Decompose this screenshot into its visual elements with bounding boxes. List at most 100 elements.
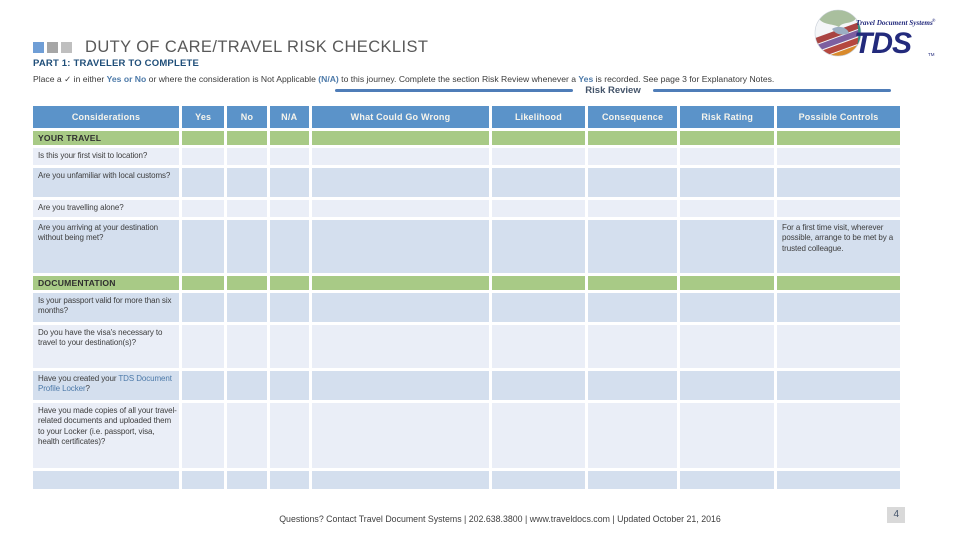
header-cell-risk-rating: Risk Rating: [680, 106, 775, 128]
what-could-go-wrong-cell[interactable]: [311, 148, 490, 165]
na-cell[interactable]: [269, 293, 309, 322]
table-row-first-visit: Is this your first visit to location?: [33, 148, 900, 165]
title-bullet-square-gray2: [61, 42, 72, 53]
na-cell[interactable]: [269, 148, 309, 165]
yes-cell[interactable]: [182, 471, 225, 489]
yes-cell[interactable]: [182, 168, 225, 197]
no-cell[interactable]: [227, 471, 267, 489]
likelihood-cell[interactable]: [492, 325, 585, 368]
yes-cell[interactable]: [182, 293, 225, 322]
na-cell[interactable]: [269, 471, 309, 489]
divider-line-right: [652, 89, 892, 92]
likelihood-cell[interactable]: [492, 293, 585, 322]
yes-cell[interactable]: [182, 325, 225, 368]
likelihood-cell[interactable]: [492, 168, 585, 197]
possible-controls-cell[interactable]: [777, 148, 900, 165]
no-cell[interactable]: [227, 168, 267, 197]
no-cell[interactable]: [227, 148, 267, 165]
what-could-go-wrong-cell[interactable]: [311, 371, 490, 400]
what-could-go-wrong-cell[interactable]: [311, 293, 490, 322]
risk-rating-cell[interactable]: [680, 371, 775, 400]
likelihood-cell[interactable]: [492, 403, 585, 468]
likelihood-cell[interactable]: [492, 471, 585, 489]
risk-rating-cell[interactable]: [680, 220, 775, 273]
header-cell-yes: Yes: [182, 106, 225, 128]
table-row-travelling-alone: Are you travelling alone?: [33, 200, 900, 217]
section-label: YOUR TRAVEL: [33, 131, 180, 145]
what-could-go-wrong-cell[interactable]: [311, 403, 490, 468]
possible-controls-cell[interactable]: [777, 325, 900, 368]
possible-controls-cell[interactable]: [777, 371, 900, 400]
consequence-cell[interactable]: [587, 168, 678, 197]
yes-cell[interactable]: [182, 220, 225, 273]
section-row-your-travel: YOUR TRAVEL: [33, 131, 900, 145]
risk-review-label: Risk Review: [585, 85, 641, 96]
na-cell[interactable]: [269, 371, 309, 400]
what-could-go-wrong-cell[interactable]: [311, 325, 490, 368]
consequence-cell[interactable]: [587, 293, 678, 322]
possible-controls-cell[interactable]: [777, 403, 900, 468]
consequence-cell[interactable]: [587, 148, 678, 165]
na-cell[interactable]: [269, 220, 309, 273]
what-could-go-wrong-cell[interactable]: [311, 220, 490, 273]
page-title: DUTY OF CARE/TRAVEL RISK CHECKLIST: [85, 38, 429, 56]
consequence-cell[interactable]: [587, 471, 678, 489]
yes-cell[interactable]: [182, 148, 225, 165]
consequence-cell[interactable]: [587, 371, 678, 400]
possible-controls-cell[interactable]: For a first time visit, wherever possibl…: [777, 220, 900, 273]
risk-rating-cell[interactable]: [680, 403, 775, 468]
no-cell[interactable]: [227, 371, 267, 400]
tds-document-profile-locker-link[interactable]: TDS Document Profile Locker: [38, 374, 172, 394]
what-could-go-wrong-cell[interactable]: [311, 471, 490, 489]
what-could-go-wrong-cell[interactable]: [311, 200, 490, 217]
likelihood-cell[interactable]: [492, 200, 585, 217]
na-cell[interactable]: [269, 168, 309, 197]
na-cell[interactable]: [269, 200, 309, 217]
question-cell: Have you created your TDS Document Profi…: [33, 371, 180, 400]
consequence-cell[interactable]: [587, 220, 678, 273]
what-could-go-wrong-cell[interactable]: [311, 168, 490, 197]
risk-rating-cell[interactable]: [680, 148, 775, 165]
na-cell[interactable]: [269, 403, 309, 468]
question-cell: [33, 471, 180, 489]
no-cell[interactable]: [227, 200, 267, 217]
consequence-cell[interactable]: [587, 325, 678, 368]
question-cell: Is this your first visit to location?: [33, 148, 180, 165]
likelihood-cell[interactable]: [492, 220, 585, 273]
risk-rating-cell[interactable]: [680, 168, 775, 197]
no-cell[interactable]: [227, 220, 267, 273]
possible-controls-cell[interactable]: [777, 168, 900, 197]
table-header-row: Considerations Yes No N/A What Could Go …: [33, 106, 900, 128]
logo-tm-mark: TM: [928, 52, 935, 57]
possible-controls-cell[interactable]: [777, 471, 900, 489]
yes-cell[interactable]: [182, 371, 225, 400]
yes-cell[interactable]: [182, 200, 225, 217]
likelihood-cell[interactable]: [492, 371, 585, 400]
logo-brand: TDS: [854, 27, 912, 60]
header-cell-na: N/A: [269, 106, 309, 128]
likelihood-cell[interactable]: [492, 148, 585, 165]
title-row: DUTY OF CARE/TRAVEL RISK CHECKLIST: [33, 38, 428, 57]
question-cell: Are you unfamiliar with local customs?: [33, 168, 180, 197]
risk-rating-cell[interactable]: [680, 200, 775, 217]
consequence-cell[interactable]: [587, 403, 678, 468]
question-cell: Are you arriving at your destination wit…: [33, 220, 180, 273]
consequence-cell[interactable]: [587, 200, 678, 217]
possible-controls-cell[interactable]: [777, 200, 900, 217]
table-row-document-copies: Have you made copies of all your travel-…: [33, 403, 900, 468]
na-cell[interactable]: [269, 325, 309, 368]
possible-controls-cell[interactable]: [777, 293, 900, 322]
risk-rating-cell[interactable]: [680, 325, 775, 368]
yes-cell[interactable]: [182, 403, 225, 468]
header-cell-possible-controls: Possible Controls: [777, 106, 900, 128]
risk-rating-cell[interactable]: [680, 471, 775, 489]
globe-icon: Travel Document Systems ® TDS TM: [814, 9, 936, 60]
table-row-arriving-without-met: Are you arriving at your destination wit…: [33, 220, 900, 273]
no-cell[interactable]: [227, 403, 267, 468]
instructions-text: Place a ✓ in either Yes or No or where t…: [33, 74, 775, 84]
risk-rating-cell[interactable]: [680, 293, 775, 322]
question-cell: Have you made copies of all your travel-…: [33, 403, 180, 468]
no-cell[interactable]: [227, 293, 267, 322]
no-cell[interactable]: [227, 325, 267, 368]
